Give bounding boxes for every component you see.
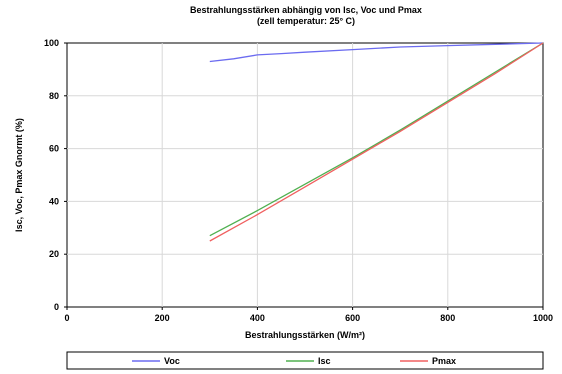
- series-line-voc: [209, 42, 544, 63]
- grid: [67, 43, 543, 307]
- x-tick-label: 200: [155, 313, 170, 323]
- x-tick-label: 800: [440, 313, 455, 323]
- y-tick-label: 40: [49, 196, 59, 206]
- chart-title: Bestrahlungsstärken abhängig von Isc, Vo…: [190, 5, 422, 15]
- y-tick-label: 20: [49, 249, 59, 259]
- legend: Voc Isc Pmax: [66, 351, 544, 370]
- y-axis-ticks: 0 20 40 60 80 100: [44, 38, 67, 312]
- x-tick-label: 400: [250, 313, 265, 323]
- legend-label-isc: Isc: [318, 356, 331, 366]
- y-tick-label: 80: [49, 91, 59, 101]
- series-layer: [209, 42, 544, 242]
- x-tick-label: 0: [64, 313, 69, 323]
- legend-label-voc: Voc: [164, 356, 180, 366]
- chart-subtitle: (zell temperatur: 25° C): [257, 16, 355, 26]
- legend-label-pmax: Pmax: [432, 356, 456, 366]
- series-line-isc: [209, 42, 544, 237]
- y-tick-label: 0: [54, 302, 59, 312]
- y-tick-label: 60: [49, 144, 59, 154]
- plot-area: [66, 42, 544, 308]
- x-axis-ticks: 0 200 400 600 800 1000: [64, 307, 553, 323]
- series-line-pmax: [209, 42, 544, 242]
- x-tick-label: 600: [345, 313, 360, 323]
- y-axis-label: Isc, Voc, Pmax Gnormt (%): [14, 118, 24, 232]
- y-tick-label: 100: [44, 38, 59, 48]
- x-tick-label: 1000: [533, 313, 553, 323]
- x-axis-label: Bestrahlungsstärken (W/m²): [245, 330, 365, 340]
